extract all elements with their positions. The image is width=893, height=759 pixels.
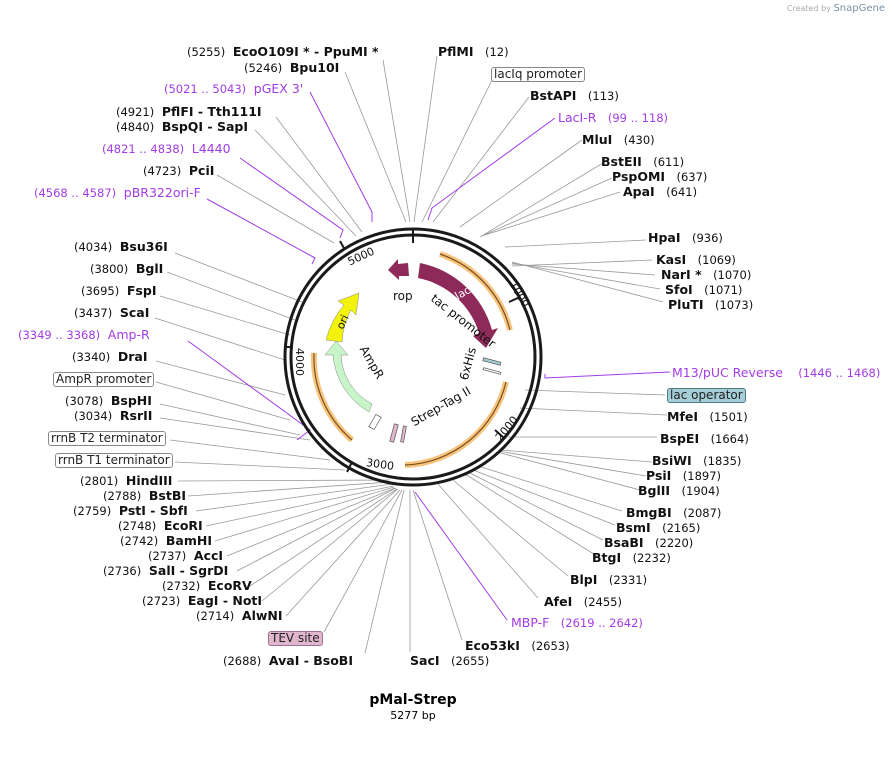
site-label[interactable]: (4921) PflFI - Tth111I bbox=[116, 104, 262, 120]
site-label[interactable]: NarI * (1070) bbox=[661, 267, 752, 283]
feature-box-rrnb-t2[interactable]: rrnB T2 terminator bbox=[48, 431, 166, 446]
plasmid-length: 5277 bp bbox=[390, 709, 436, 722]
snapgene-credit: Created by SnapGene bbox=[787, 3, 885, 14]
primer-lines bbox=[187, 91, 671, 621]
strep-tag-label: Strep-Tag II bbox=[409, 384, 474, 429]
site-label[interactable]: MfeI (1501) bbox=[667, 409, 748, 425]
primer-label[interactable]: MBP-F (2619 .. 2642) bbox=[511, 615, 643, 631]
site-label[interactable]: (2737) AccI bbox=[148, 548, 224, 564]
tick-label-3000: 3000 bbox=[365, 456, 395, 473]
site-label[interactable]: (4723) PciI bbox=[143, 163, 215, 179]
site-label[interactable]: (2732) EcoRV bbox=[162, 578, 252, 594]
site-label[interactable]: PluTI (1073) bbox=[668, 297, 754, 313]
site-label[interactable]: BstEII (611) bbox=[601, 154, 685, 170]
site-label[interactable]: BsmI (2165) bbox=[616, 520, 701, 536]
primer-label[interactable]: LacI-R (99 .. 118) bbox=[558, 110, 669, 126]
site-label[interactable]: BlpI (2331) bbox=[570, 572, 648, 588]
site-label[interactable]: ApaI (641) bbox=[623, 184, 698, 200]
site-label[interactable]: (3034) RsrII bbox=[74, 408, 153, 424]
site-label[interactable]: PflMI (12) bbox=[438, 44, 509, 60]
tick-label-4000: 4000 bbox=[293, 348, 306, 376]
rop-feature[interactable] bbox=[388, 259, 409, 280]
site-label[interactable]: (2748) EcoRI bbox=[118, 518, 203, 534]
site-label[interactable]: AfeI (2455) bbox=[544, 594, 622, 610]
site-label[interactable]: BspEI (1664) bbox=[660, 431, 749, 447]
site-label[interactable]: HpaI (936) bbox=[648, 230, 723, 246]
site-label[interactable]: (3437) ScaI bbox=[74, 305, 150, 321]
site-label[interactable]: (3340) DraI bbox=[72, 349, 148, 365]
primer-label[interactable]: (4821 .. 4838) L4440 bbox=[102, 141, 231, 157]
lacI-feature[interactable] bbox=[418, 263, 498, 348]
site-label[interactable]: (2688) AvaI - BsoBI bbox=[223, 653, 353, 669]
feature-box-ampr-promoter[interactable]: AmpR promoter bbox=[53, 372, 155, 387]
ori-label: ori bbox=[334, 313, 352, 331]
site-label[interactable]: SacI (2655) bbox=[410, 653, 490, 669]
site-label[interactable]: (2788) BstBI bbox=[103, 488, 187, 504]
plasmid-name: pMal-Strep bbox=[369, 692, 457, 708]
credit-prefix: Created by bbox=[786, 4, 831, 13]
site-label[interactable]: PspOMI (637) bbox=[612, 169, 708, 185]
site-label[interactable]: (5255) EcoO109I * - PpuMI * bbox=[187, 44, 379, 60]
snapgene-logo: SnapGene bbox=[833, 3, 885, 14]
orf-arrow-lines bbox=[313, 253, 511, 466]
ampR-feature[interactable] bbox=[324, 340, 373, 413]
site-label[interactable]: (2759) PstI - SbfI bbox=[73, 503, 188, 519]
site-label[interactable]: KasI (1069) bbox=[656, 252, 736, 268]
ampR-label: AmpR bbox=[357, 343, 387, 381]
feature-box-lac-operator[interactable]: lac operator bbox=[667, 388, 746, 403]
site-label[interactable]: BtgI (2232) bbox=[592, 550, 671, 566]
rop-label: rop bbox=[393, 289, 413, 303]
site-label[interactable]: PsiI (1897) bbox=[646, 468, 722, 484]
site-label[interactable]: (2723) EagI - NotI bbox=[142, 593, 263, 609]
primer-label[interactable]: M13/pUC Reverse (1446 .. 1468) bbox=[672, 365, 881, 381]
site-label[interactable]: (2736) SalI - SgrDI bbox=[103, 563, 229, 579]
site-label[interactable]: (3695) FspI bbox=[81, 283, 157, 299]
site-label[interactable]: BstAPI (113) bbox=[530, 88, 619, 104]
site-label[interactable]: (2801) HindIII bbox=[80, 473, 173, 489]
tick-label-2000: 2000 bbox=[493, 414, 521, 444]
ori-feature[interactable] bbox=[325, 292, 360, 343]
primer-label[interactable]: (5021 .. 5043) pGEX 3' bbox=[164, 81, 304, 97]
site-label[interactable]: BsiWI (1835) bbox=[652, 453, 742, 469]
6xhis-label: 6xHis bbox=[457, 346, 479, 382]
site-label[interactable]: (4840) BspQI - SapI bbox=[116, 119, 249, 135]
site-label[interactable]: (3800) BglI bbox=[90, 261, 164, 277]
small-features bbox=[368, 357, 502, 443]
primer-label[interactable]: (3349 .. 3368) Amp-R bbox=[18, 327, 150, 343]
site-label[interactable]: MluI (430) bbox=[582, 132, 655, 148]
primer-label[interactable]: (4568 .. 4587) pBR322ori-F bbox=[34, 185, 201, 201]
site-label[interactable]: (3078) BspHI bbox=[65, 393, 152, 409]
site-label[interactable]: (2714) AlwNI bbox=[196, 608, 283, 624]
orf-arcs bbox=[310, 251, 513, 468]
site-label[interactable]: (5246) Bpu10I bbox=[244, 60, 340, 76]
site-label[interactable]: BglII (1904) bbox=[638, 483, 720, 499]
tick-label-1000: 1000 bbox=[507, 279, 532, 310]
feature-box-tev-site[interactable]: TEV site bbox=[268, 631, 323, 646]
connector-lines bbox=[154, 55, 668, 654]
site-label[interactable]: BsaBI (2220) bbox=[604, 535, 694, 551]
site-label[interactable]: (4034) Bsu36I bbox=[74, 239, 168, 255]
site-label[interactable]: SfoI (1071) bbox=[665, 282, 743, 298]
site-label[interactable]: Eco53kI (2653) bbox=[465, 638, 570, 654]
backbone bbox=[283, 227, 543, 487]
site-label[interactable]: BmgBI (2087) bbox=[626, 505, 722, 521]
tick-marks bbox=[285, 229, 521, 473]
feature-box-rrnb-t1[interactable]: rrnB T1 terminator bbox=[55, 453, 173, 468]
site-label[interactable]: (2742) BamHI bbox=[120, 533, 212, 549]
feature-box-laciq-promoter[interactable]: lacIq promoter bbox=[491, 67, 585, 82]
